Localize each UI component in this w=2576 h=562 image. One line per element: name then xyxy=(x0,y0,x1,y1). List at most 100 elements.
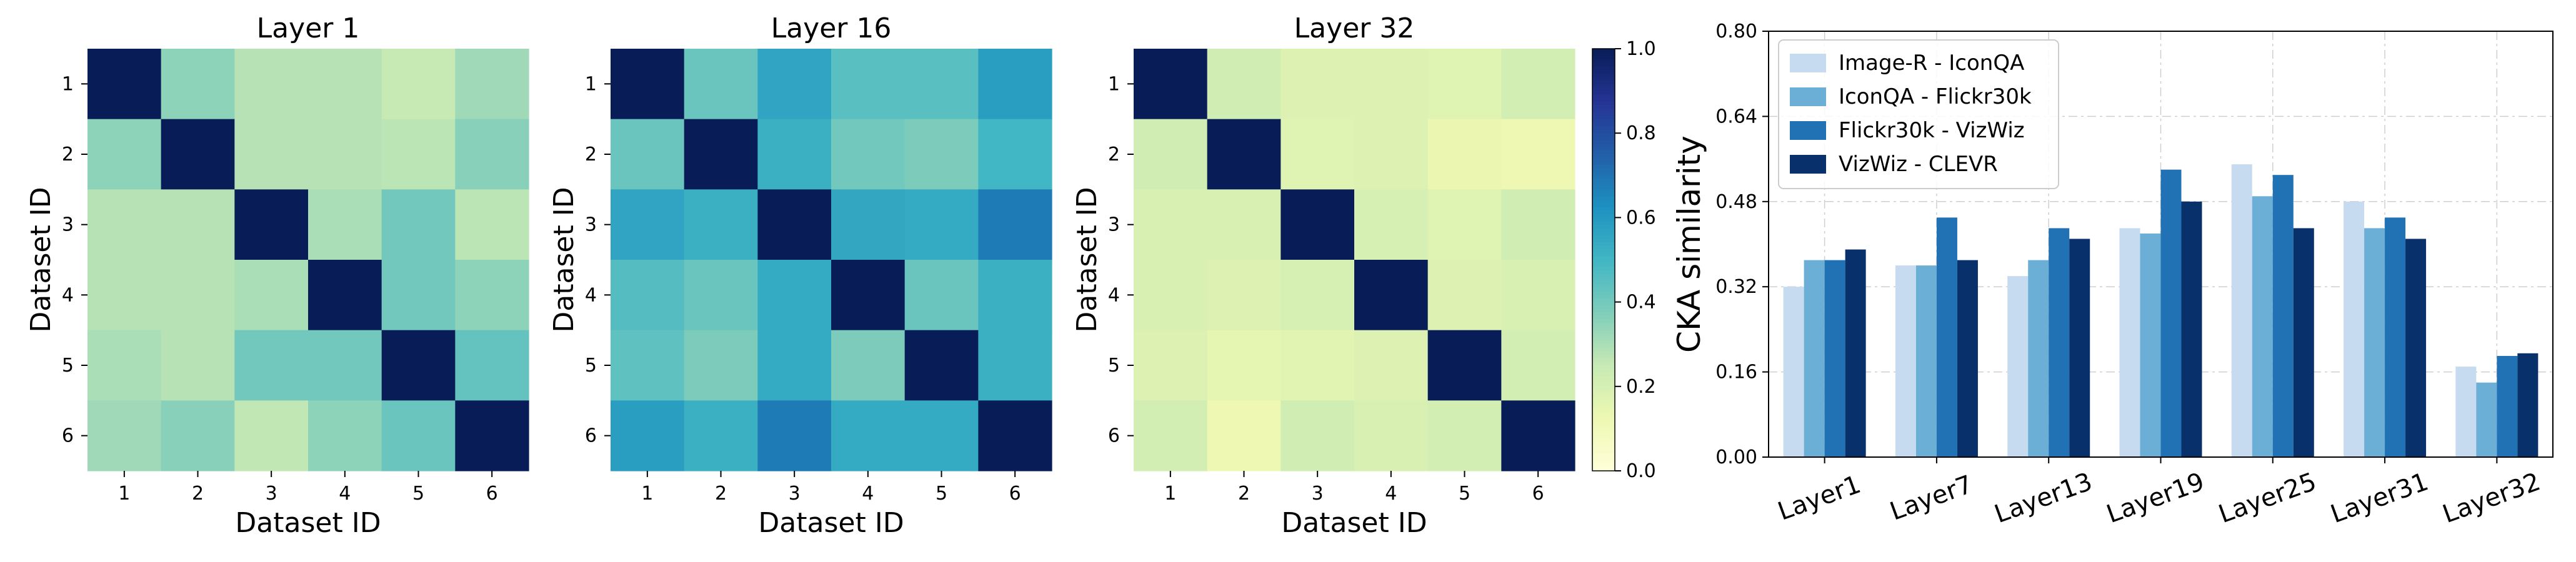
heatmap-cell-r1-c1 xyxy=(87,49,162,120)
heatmap-cell-r4-c1 xyxy=(611,260,685,331)
x-tick-label: 6 xyxy=(1532,483,1544,505)
colorbar-frame xyxy=(1592,48,1615,471)
colorbar-segment xyxy=(1592,411,1615,415)
legend-swatch xyxy=(1790,121,1826,140)
heatmap-cell-r6-c3 xyxy=(234,400,309,471)
heatmap-cell-r2-c1 xyxy=(1134,119,1208,190)
bar-1-layer31 xyxy=(2344,201,2365,457)
heatmap-cell-r3-c4 xyxy=(831,189,906,260)
colorbar-segment xyxy=(1592,330,1615,335)
colorbar-segment xyxy=(1592,312,1615,317)
heatmap-cell-r2-c4 xyxy=(831,119,906,190)
heatmap-cell-r6-c1 xyxy=(1134,400,1208,471)
colorbar-segment xyxy=(1592,77,1615,81)
heatmap-cell-r3-c3 xyxy=(1281,189,1355,260)
colorbar-segment xyxy=(1592,231,1615,236)
heatmap-cell-r5-c3 xyxy=(757,330,832,401)
heatmap-cell-r6-c2 xyxy=(1207,400,1281,471)
colorbar-segment xyxy=(1592,49,1615,53)
y-axis-label: Dataset ID xyxy=(548,187,580,332)
colorbar-segment xyxy=(1592,196,1615,201)
colorbar-segment xyxy=(1592,242,1615,247)
heatmap-cell-r3-c1 xyxy=(611,189,685,260)
colorbar-segment xyxy=(1592,340,1615,345)
heatmap-cell-r2-c6 xyxy=(978,119,1052,190)
bar-4-layer7 xyxy=(1957,260,1978,457)
heatmap-cell-r4-c1 xyxy=(87,260,162,331)
heatmap-cell-r2-c5 xyxy=(904,119,979,190)
colorbar-segment xyxy=(1592,161,1615,165)
colorbar-segment xyxy=(1592,119,1615,124)
heatmap-cell-r4-c3 xyxy=(234,260,309,331)
colorbar-segment xyxy=(1592,284,1615,288)
heatmap-title: Layer 16 xyxy=(771,12,892,44)
colorbar-segment xyxy=(1592,185,1615,190)
heatmap-cell-r3-c4 xyxy=(1354,189,1429,260)
heatmap-cell-r1-c2 xyxy=(1207,49,1281,120)
colorbar-segment xyxy=(1592,302,1615,307)
colorbar-segment xyxy=(1592,463,1615,468)
colorbar-segment xyxy=(1592,59,1615,64)
x-tick-label: 3 xyxy=(789,483,801,505)
heatmap-cell-r3-c6 xyxy=(978,189,1052,260)
bar-1-layer13 xyxy=(2007,276,2029,457)
colorbar-segment xyxy=(1592,305,1615,310)
colorbar-segment xyxy=(1592,221,1615,225)
colorbar-segment xyxy=(1592,442,1615,447)
x-tick-label: Layer32 xyxy=(2439,467,2544,529)
bar-2-layer31 xyxy=(2364,228,2385,457)
colorbar-tick-label: 0.2 xyxy=(1626,376,1656,398)
x-tick-label: Layer1 xyxy=(1774,470,1864,526)
heatmap-cell-r1-c3 xyxy=(234,49,309,120)
colorbar-segment xyxy=(1592,270,1615,275)
heatmap-cell-r6-c6 xyxy=(455,400,529,471)
colorbar-segment xyxy=(1592,144,1615,148)
colorbar-segment xyxy=(1592,168,1615,172)
colorbar-segment xyxy=(1592,224,1615,229)
colorbar-segment xyxy=(1592,400,1615,405)
colorbar-segment xyxy=(1592,308,1615,313)
colorbar-segment xyxy=(1592,245,1615,250)
colorbar-segment xyxy=(1592,456,1615,461)
y-tick-label: 5 xyxy=(62,355,74,377)
y-tick-label: 0.00 xyxy=(1715,446,1757,468)
heatmap-cell-r1-c3 xyxy=(1281,49,1355,120)
x-axis-label: Dataset ID xyxy=(235,507,381,539)
heatmap-cell-r6-c5 xyxy=(1427,400,1502,471)
x-tick-label: 1 xyxy=(1164,483,1176,505)
heatmap-cell-r4-c6 xyxy=(978,260,1052,331)
colorbar-segment xyxy=(1592,337,1615,342)
heatmap-cell-r4-c5 xyxy=(1427,260,1502,331)
bar-1-layer1 xyxy=(1783,287,1804,457)
y-tick-label: 6 xyxy=(585,425,597,447)
colorbar-segment xyxy=(1592,372,1615,377)
x-tick-label: Layer13 xyxy=(1991,467,2096,529)
colorbar-segment xyxy=(1592,280,1615,285)
colorbar-tick-label: 0.8 xyxy=(1626,122,1656,144)
y-axis-label: Dataset ID xyxy=(25,187,57,332)
colorbar-segment xyxy=(1592,347,1615,352)
colorbar-segment xyxy=(1592,274,1615,278)
heatmap-cell-r5-c2 xyxy=(684,330,758,401)
bar-2-layer32 xyxy=(2476,382,2497,457)
heatmap-cell-r6-c3 xyxy=(1281,400,1355,471)
colorbar-segment xyxy=(1592,428,1615,433)
heatmap-cell-r5-c1 xyxy=(1134,330,1208,401)
y-axis-label: CKA similarity xyxy=(1671,136,1707,353)
colorbar-segment xyxy=(1592,450,1615,454)
colorbar-segment xyxy=(1592,351,1615,355)
bar-1-layer19 xyxy=(2119,228,2140,457)
heatmap-cell-r3-c5 xyxy=(1427,189,1502,260)
colorbar-segment xyxy=(1592,62,1615,67)
heatmap-title: Layer 1 xyxy=(257,12,360,44)
x-tick-label: 2 xyxy=(715,483,727,505)
colorbar-segment xyxy=(1592,164,1615,169)
colorbar-segment xyxy=(1592,154,1615,159)
colorbar-segment xyxy=(1592,235,1615,239)
heatmap-cell-r6-c1 xyxy=(611,400,685,471)
heatmap-cell-r5-c6 xyxy=(978,330,1052,401)
heatmap-cell-r3-c2 xyxy=(1207,189,1281,260)
y-tick-label: 1 xyxy=(62,73,74,95)
colorbar-tick-label: 0.4 xyxy=(1626,292,1656,313)
colorbar-segment xyxy=(1592,263,1615,268)
